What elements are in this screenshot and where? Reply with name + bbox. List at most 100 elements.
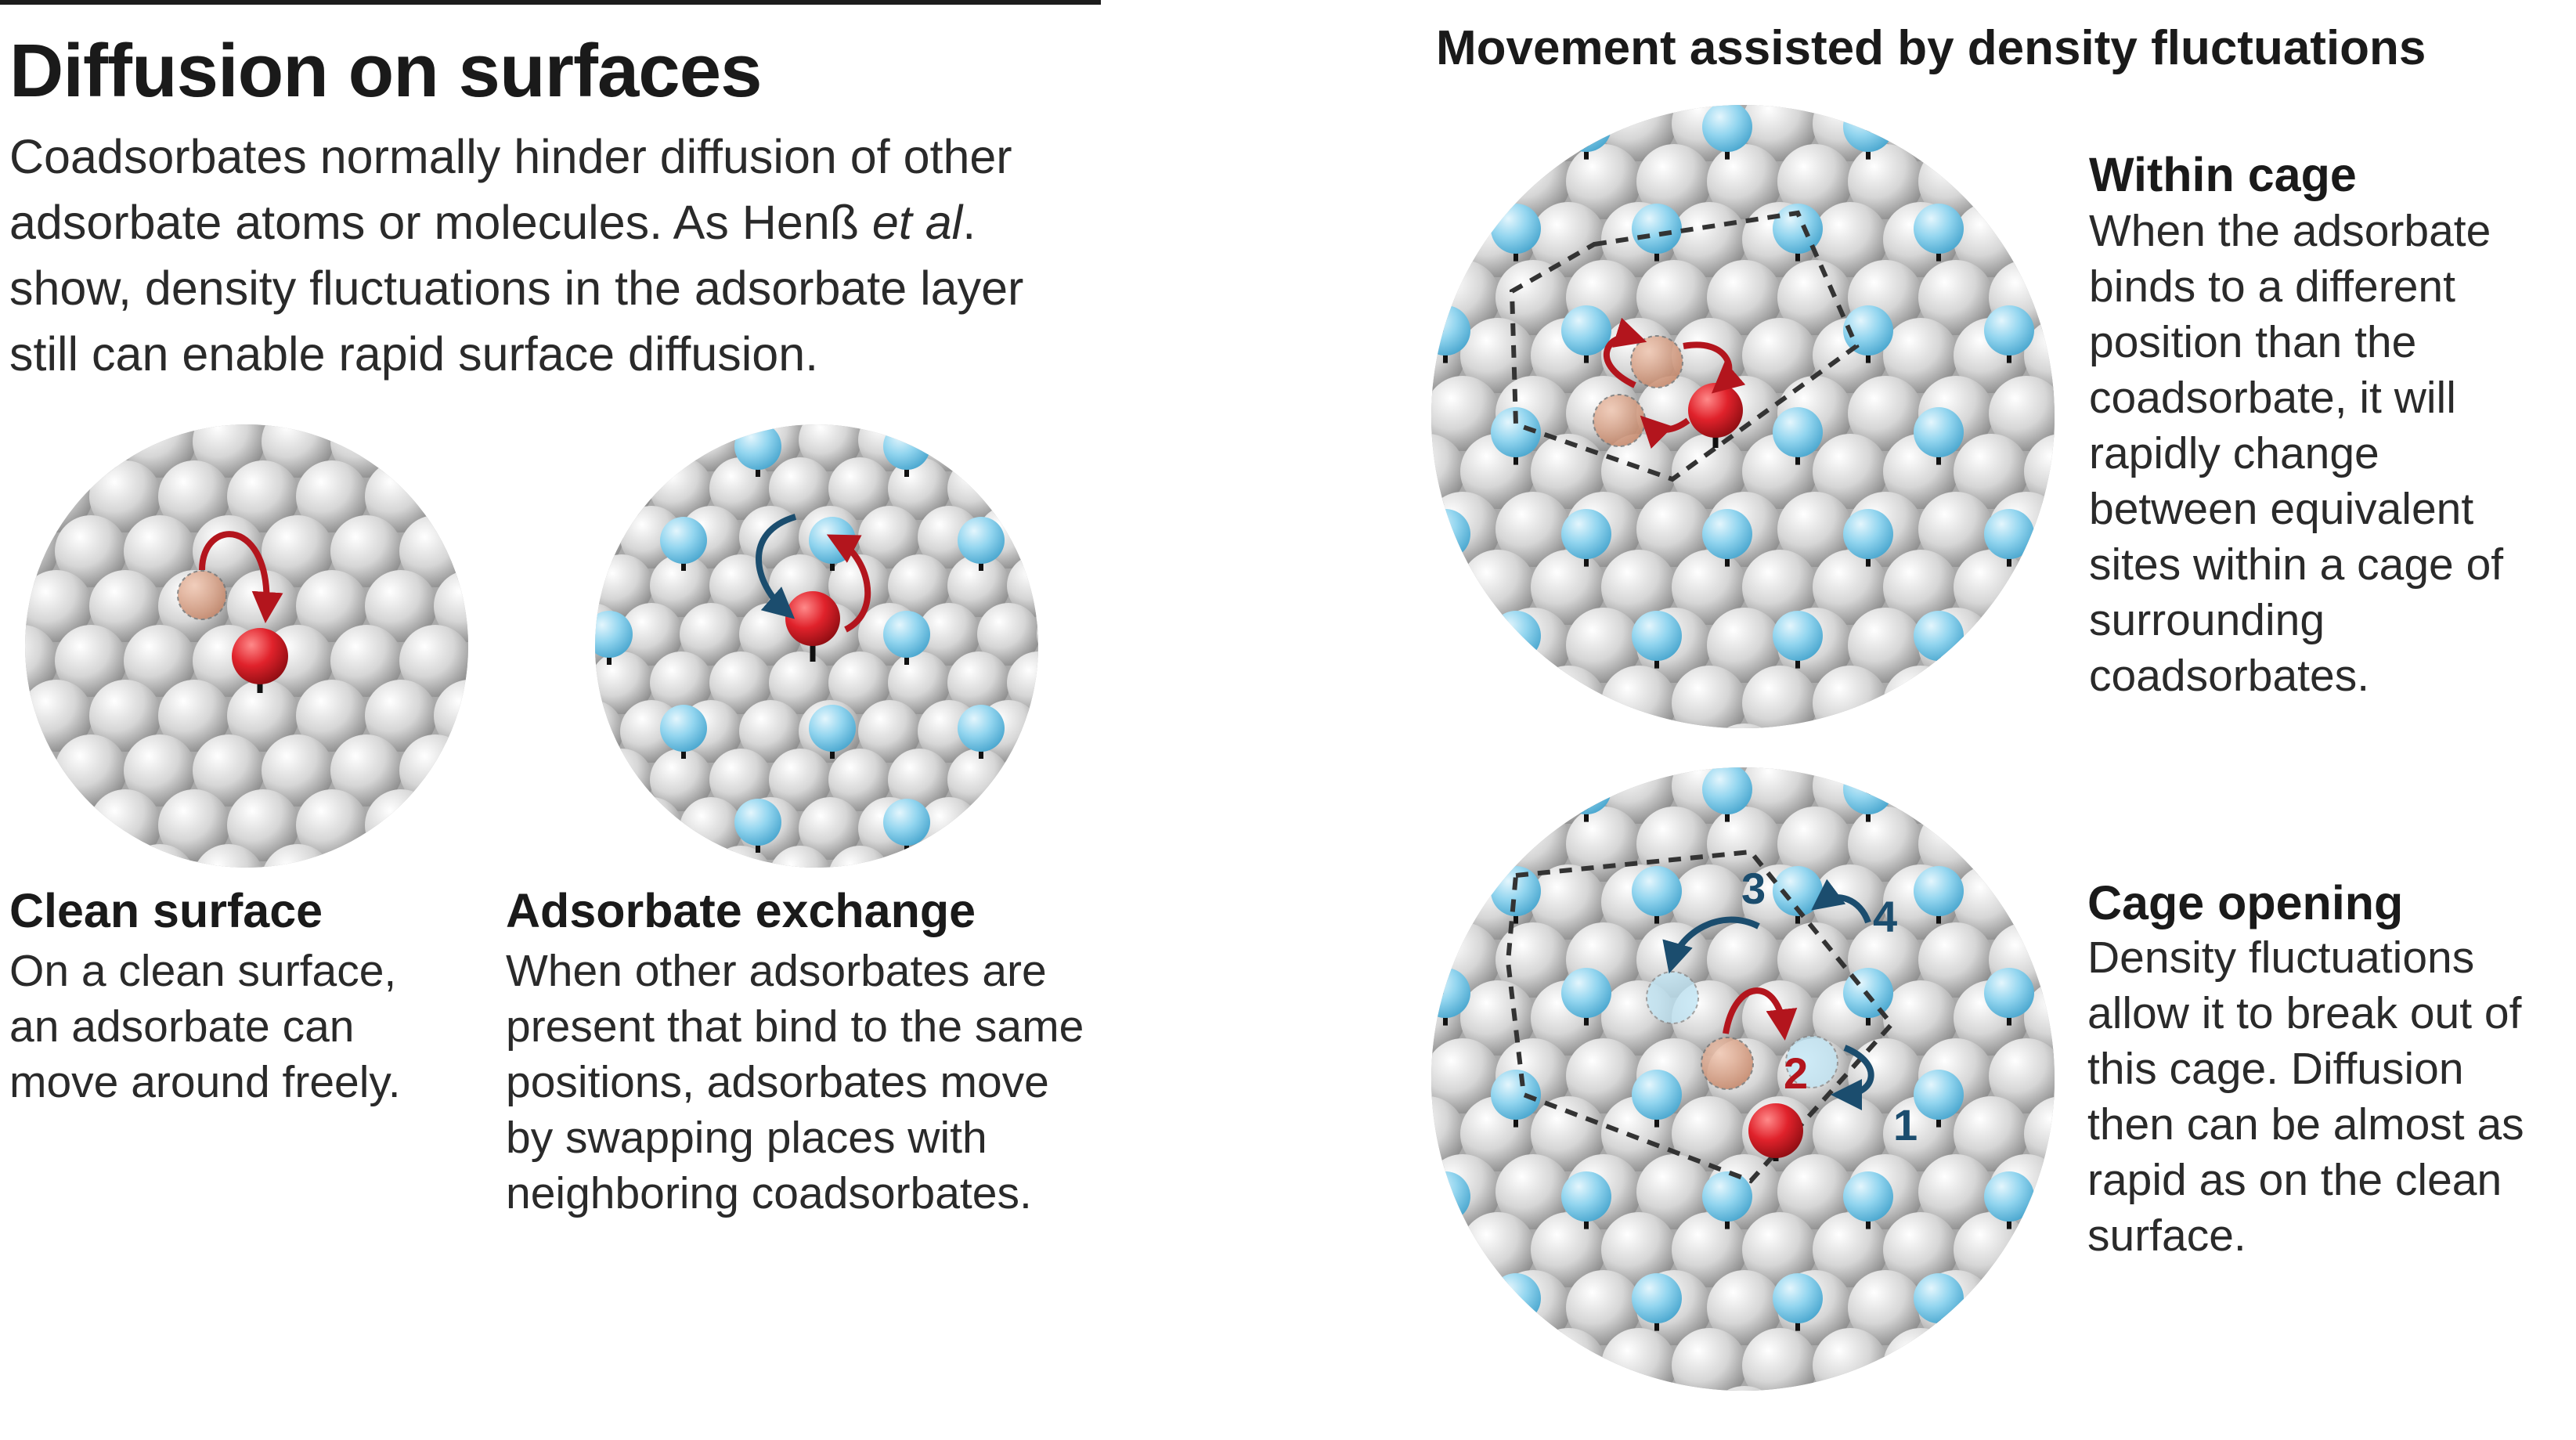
surface-atom xyxy=(709,651,772,714)
intro-paragraph: Coadsorbates normally hinder diffusion o… xyxy=(9,124,1098,387)
surface-atom xyxy=(1813,202,1888,277)
coadsorbate-atom xyxy=(1702,105,1752,152)
surface-atom xyxy=(2024,666,2055,728)
surface-atom xyxy=(1495,260,1571,335)
coadsorbate-atom xyxy=(660,517,707,564)
adsorbate-atom xyxy=(785,591,840,646)
coadsorbate-atom xyxy=(1984,105,2034,152)
coadsorbate-atom xyxy=(1773,611,1823,661)
coadsorbate-atom xyxy=(734,424,781,470)
surface-atom xyxy=(1601,434,1676,509)
surface-atom xyxy=(1742,767,1817,824)
surface-atom xyxy=(2024,434,2055,509)
surface-atom xyxy=(1989,1270,2055,1345)
coadsorbate-atom xyxy=(1561,968,1611,1018)
coadsorbate-atom xyxy=(734,799,781,846)
surface-atom xyxy=(399,625,468,697)
coadsorbate-atom xyxy=(958,705,1005,752)
surface-atom xyxy=(1636,1154,1712,1229)
surface-atom xyxy=(25,424,58,478)
surface-atom xyxy=(1007,651,1038,714)
surface-atom xyxy=(1431,807,1500,882)
surface-atom xyxy=(1954,666,2029,728)
clean-surface-title: Clean surface xyxy=(9,884,323,937)
surface-atom xyxy=(947,554,1010,617)
step-4-arrow xyxy=(1811,879,1871,924)
surface-atom xyxy=(1707,922,1782,998)
surface-atom xyxy=(468,734,540,807)
coadsorbate-atom xyxy=(1491,204,1541,254)
surface-atom xyxy=(55,424,127,478)
surface-atom xyxy=(1777,144,1853,219)
surface-atom xyxy=(1007,749,1038,811)
surface-atom xyxy=(1431,767,1465,824)
surface-atom xyxy=(739,700,802,763)
surface-atom xyxy=(650,554,713,617)
surface-atom xyxy=(1989,376,2055,451)
surface-atom xyxy=(262,734,334,807)
surface-atom xyxy=(1037,506,1038,568)
surface-atom xyxy=(531,749,593,811)
surface-atom xyxy=(227,680,299,752)
surface-atom xyxy=(1672,434,1747,509)
surface-atom xyxy=(1777,1154,1853,1229)
surface-atom xyxy=(1531,550,1606,625)
coadsorbate-atom xyxy=(1561,1171,1611,1222)
surface-atom xyxy=(1531,202,1606,277)
surface-atom xyxy=(1954,767,2029,824)
surface-atom xyxy=(1601,1328,1676,1391)
coadsorbate-atom xyxy=(1984,509,2034,559)
surface-atom xyxy=(89,570,161,642)
surface-atom xyxy=(1431,105,1465,161)
step-3-arrow xyxy=(1662,916,1760,974)
surface-atom xyxy=(828,749,891,811)
surface-atom xyxy=(158,460,230,532)
surface-atom xyxy=(158,789,230,861)
surface-atom xyxy=(1636,1386,1712,1391)
ghost-coadsorbate xyxy=(1646,971,1699,1024)
surface-atom xyxy=(1495,922,1571,998)
coadsorbate-atom xyxy=(1491,1070,1541,1120)
page-title: Diffusion on surfaces xyxy=(9,29,762,113)
adsorbate-atom xyxy=(1748,1103,1803,1158)
surface-atom xyxy=(1431,1212,1465,1287)
surface-atom xyxy=(709,554,772,617)
surface-atom xyxy=(1707,144,1782,219)
surface-atom xyxy=(330,515,402,587)
surface-atom xyxy=(468,515,540,587)
surface-atom xyxy=(1672,1096,1747,1171)
surface-atom xyxy=(1431,434,1465,509)
coadsorbate-atom xyxy=(595,424,633,470)
surface-atom xyxy=(296,680,368,752)
surface-atom xyxy=(709,749,772,811)
surface-atom xyxy=(296,570,368,642)
surface-atom xyxy=(1883,980,1958,1056)
within-cage-text: When the adsorbate binds to a different … xyxy=(2089,206,2504,701)
surface-atom xyxy=(55,625,127,697)
surface-atom xyxy=(595,700,623,763)
surface-atom xyxy=(434,789,468,861)
within-cage-title: Within cage xyxy=(2089,148,2357,201)
surface-atom xyxy=(1848,1386,1923,1391)
surface-atom xyxy=(1431,1038,1500,1113)
surface-atom xyxy=(193,424,265,478)
surface-atom xyxy=(1636,492,1712,567)
step-label-3: 3 xyxy=(1741,864,1766,913)
surface-atom xyxy=(2024,318,2055,393)
surface-atom xyxy=(531,554,593,617)
surface-atom xyxy=(1672,1212,1747,1287)
coadsorbate-atom xyxy=(1561,305,1611,355)
surface-atom xyxy=(620,797,683,860)
coadsorbate-atom xyxy=(1843,767,1893,814)
coadsorbate-atom xyxy=(1914,611,1964,661)
coadsorbate-atom xyxy=(1431,305,1470,355)
surface-atom xyxy=(1742,318,1817,393)
surface-atom xyxy=(55,515,127,587)
surface-atom xyxy=(1355,922,1430,998)
surface-atom xyxy=(1883,1212,1958,1287)
surface-atom xyxy=(1460,1328,1535,1391)
surface-atom xyxy=(1813,666,1888,728)
surface-atom xyxy=(1460,105,1535,161)
surface-atom xyxy=(1883,550,1958,625)
coadsorbate-atom xyxy=(1632,204,1682,254)
